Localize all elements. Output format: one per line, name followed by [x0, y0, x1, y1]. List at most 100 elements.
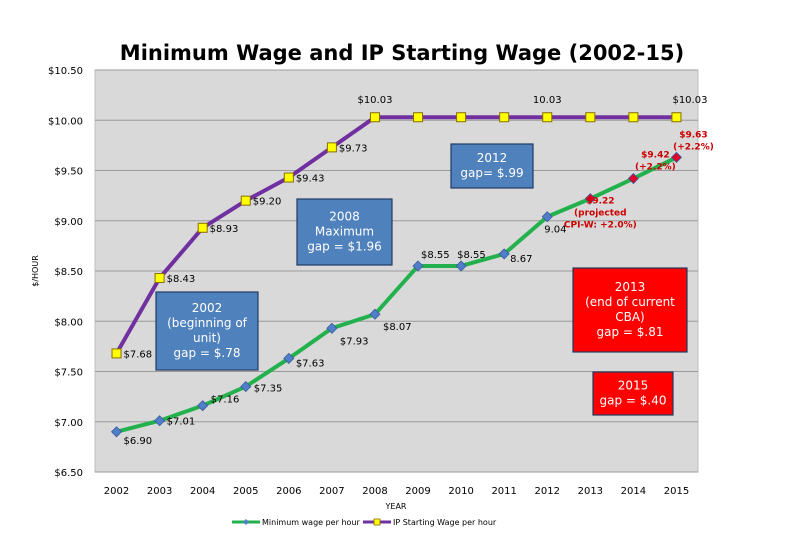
- x-tick-label: 2003: [147, 486, 172, 497]
- data-point: [456, 112, 467, 123]
- data-label: 10.03: [533, 95, 562, 106]
- annotation-text: 2012: [477, 151, 508, 165]
- data-point: [499, 112, 510, 123]
- x-tick-label: 2011: [491, 486, 516, 497]
- data-label: 8.67: [510, 254, 532, 265]
- y-tick-label: $10.00: [48, 116, 83, 127]
- x-tick-label: 2014: [621, 486, 646, 497]
- legend-marker: [243, 519, 249, 525]
- data-point: [585, 112, 596, 123]
- annotation-text: (beginning of: [167, 316, 248, 330]
- data-point: [671, 112, 682, 123]
- annotation-text: gap = $.78: [174, 346, 241, 360]
- legend-label: IP Starting Wage per hour: [393, 518, 497, 527]
- data-point: [111, 348, 122, 359]
- projected-label-line: (projected: [574, 209, 627, 219]
- y-tick-label: $6.50: [54, 468, 83, 479]
- data-point: [197, 400, 209, 412]
- data-label: $7.63: [296, 358, 325, 369]
- annotation-box-bg: [450, 143, 534, 189]
- data-label: $9.43: [296, 174, 325, 185]
- data-point: [541, 211, 553, 223]
- data-point: [628, 112, 639, 123]
- projected-label-line: CPI-W: +2.0%): [564, 221, 637, 231]
- annotation-box-bg: [572, 267, 688, 353]
- series-lines: [110, 112, 683, 438]
- data-label: $6.90: [124, 436, 153, 447]
- data-labels: $6.90 $7.01 $7.16 $7.35 $7.63 $7.93 $8.07 $8.55…: [124, 95, 708, 447]
- y-tick-label: $9.50: [54, 167, 83, 178]
- y-axis-ticks: $6.50 $7.00 $7.50 $8.00 $8.50 $9.00 $9.50 $10.0…: [48, 66, 83, 479]
- series-line: [114, 115, 677, 355]
- x-tick-label: 2005: [233, 486, 258, 497]
- data-point: [670, 151, 683, 164]
- data-point: [197, 222, 208, 233]
- data-point: [412, 260, 424, 272]
- data-point: [283, 352, 295, 365]
- annotation-text: 2008: [329, 210, 360, 224]
- projected-labels: $9.22 (projected CPI-W: +2.0%) $9.42 (+2.2%)…: [564, 130, 714, 230]
- x-tick-label: 2007: [319, 486, 344, 497]
- data-label: $7.35: [254, 384, 283, 395]
- data-point: [283, 172, 294, 183]
- projected-label: $9.42 (+2.2%): [635, 151, 676, 173]
- x-tick-label: 2010: [448, 486, 473, 497]
- annotation-text: 2013: [615, 280, 646, 294]
- x-tick-label: 2015: [664, 486, 689, 497]
- legend: Minimum wage per hour IP Starting Wage pe…: [232, 518, 497, 527]
- annotation-text: unit): [193, 331, 221, 345]
- legend-label: Minimum wage per hour: [262, 518, 360, 527]
- data-label: $7.16: [211, 395, 240, 406]
- data-label: $9.20: [253, 197, 282, 208]
- x-tick-label: 2008: [362, 486, 387, 497]
- x-tick-label: 2012: [535, 486, 560, 497]
- y-tick-label: $8.00: [54, 317, 83, 328]
- data-point: [413, 112, 424, 123]
- data-point: [542, 112, 553, 123]
- data-label: $8.55: [421, 250, 450, 261]
- data-point: [326, 142, 337, 153]
- x-tick-label: 2009: [405, 486, 430, 497]
- data-point: [584, 193, 596, 205]
- annotation-text: 2015: [618, 379, 649, 393]
- data-label: $8.93: [210, 224, 239, 235]
- data-point: [369, 112, 380, 123]
- projected-label: $9.63 (+2.2%): [673, 130, 714, 152]
- annotation-text: (end of current: [585, 295, 675, 309]
- data-point: [154, 273, 165, 284]
- projected-label: $9.22 (projected CPI-W: +2.0%): [564, 197, 637, 231]
- x-tick-label: 2006: [276, 486, 301, 497]
- data-label: $10.03: [672, 95, 707, 106]
- data-label: $8.07: [383, 322, 412, 333]
- data-point: [240, 195, 251, 206]
- chart-title: Minimum Wage and IP Starting Wage (2002-…: [120, 41, 684, 65]
- x-axis-ticks: 2002 2003 2004 2005 2006 2007 2008 2009 2010 2011…: [104, 486, 689, 497]
- annotation-text: gap = $1.96: [307, 240, 382, 254]
- y-tick-label: $8.50: [54, 267, 83, 278]
- series-line: [116, 155, 678, 434]
- data-label: $9.73: [339, 143, 368, 154]
- data-label: $7.68: [124, 349, 153, 360]
- annotation-box-bg: [155, 291, 259, 371]
- annotation-text: 2002: [192, 301, 223, 315]
- projected-label-line: (+2.2%): [635, 163, 676, 173]
- data-point: [110, 426, 123, 438]
- y-tick-label: $7.50: [54, 368, 83, 379]
- data-point: [455, 260, 467, 272]
- data-label: $7.93: [340, 336, 369, 347]
- y-axis-title: $/HOUR: [31, 255, 40, 287]
- data-label: $8.43: [167, 274, 196, 285]
- annotation-box-bg: [296, 198, 393, 266]
- projected-label-line: $9.63: [679, 130, 707, 140]
- data-point: [369, 308, 381, 320]
- x-tick-label: 2002: [104, 486, 129, 497]
- y-tick-label: $7.00: [54, 418, 83, 429]
- data-point: [498, 248, 510, 260]
- data-point: [240, 381, 252, 393]
